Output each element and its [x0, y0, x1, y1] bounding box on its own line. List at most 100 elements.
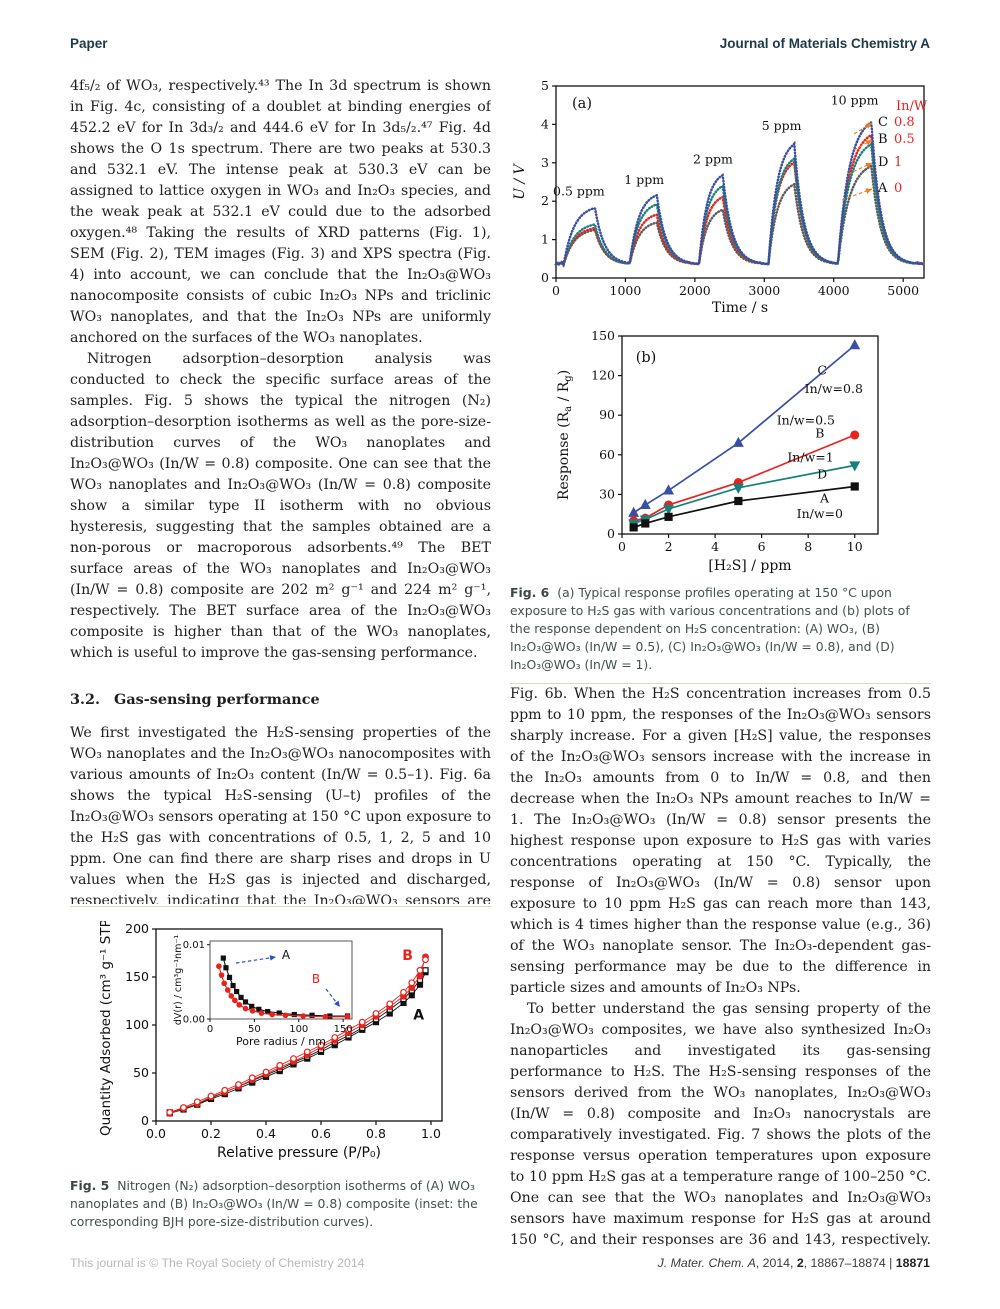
- svg-text:1000: 1000: [610, 283, 642, 298]
- svg-text:A: A: [819, 490, 830, 505]
- fig6-caption: Fig. 6 (a) Typical response profiles oper…: [510, 584, 931, 674]
- svg-text:0: 0: [552, 283, 560, 298]
- separator-rule: [70, 906, 491, 907]
- svg-text:0: 0: [894, 181, 902, 196]
- svg-text:dV(r) / cm³g⁻¹nm⁻¹: dV(r) / cm³g⁻¹nm⁻¹: [173, 935, 184, 1026]
- fig5-isotherm-chart: 0.0 0.2 0.4 0.6 0.8 1.0 0 50 100 150 200 Relative p…: [98, 921, 443, 1161]
- fig6a-response-profile-chart: 0 1000 2000 3000 4000 5000 0 1 2 3 4 5 Time / s U / V…: [512, 80, 928, 316]
- body-paragraph: Fig. 6b. When the H₂S concentration incr…: [510, 686, 931, 996]
- section-title: Gas-sensing performance: [114, 691, 320, 708]
- footer-pages: , 18867–18874 |: [803, 1256, 896, 1270]
- svg-text:120: 120: [591, 368, 615, 383]
- svg-text:0: 0: [141, 1113, 149, 1128]
- svg-text:150: 150: [125, 969, 149, 984]
- svg-text:0: 0: [541, 270, 549, 285]
- svg-text:30: 30: [599, 486, 615, 501]
- svg-text:10 ppm: 10 ppm: [831, 92, 879, 107]
- fig5-caption-text: Nitrogen (N₂) adsorption–desorption isot…: [70, 1178, 478, 1229]
- section-heading: 3.2. Gas-sensing performance: [70, 689, 491, 710]
- figure-5: 0.0 0.2 0.4 0.6 0.8 1.0 0 50 100 150 200 Relative p…: [70, 906, 491, 1231]
- footer-volume: 2: [796, 1256, 804, 1270]
- footer-citation: J. Mater. Chem. A, 2014, 2, 18867–18874 …: [658, 1256, 930, 1270]
- svg-text:4: 4: [711, 539, 719, 554]
- svg-text:50: 50: [248, 1024, 261, 1035]
- svg-text:Response (Ra​ / Rg​): Response (Ra​ / Rg​): [556, 370, 574, 500]
- svg-text:150: 150: [334, 1024, 353, 1035]
- fig5-caption-label: Fig. 5: [70, 1178, 110, 1193]
- svg-text:Relative pressure (P/P₀): Relative pressure (P/P₀): [217, 1145, 381, 1161]
- right-column: Fig. 6b. When the H₂S concentration incr…: [510, 684, 931, 1246]
- svg-text:50: 50: [133, 1065, 149, 1080]
- svg-text:100: 100: [289, 1024, 308, 1035]
- svg-text:5: 5: [541, 80, 549, 93]
- body-paragraph: To better understand the gas sensing pro…: [510, 1001, 931, 1246]
- svg-text:0.0: 0.0: [146, 1126, 166, 1141]
- svg-text:C: C: [817, 362, 827, 377]
- svg-text:A: A: [282, 948, 291, 962]
- svg-text:1.0: 1.0: [421, 1126, 441, 1141]
- svg-text:[H₂S] / ppm: [H₂S] / ppm: [708, 558, 791, 574]
- left-column: 4f₅/₂ of WO₃, respectively.⁴³ The In 3d …: [70, 76, 491, 904]
- svg-text:1: 1: [894, 155, 902, 170]
- svg-text:D: D: [878, 155, 888, 170]
- body-paragraph: 4f₅/₂ of WO₃, respectively.⁴³ The In 3d …: [70, 78, 491, 346]
- svg-text:0.8: 0.8: [366, 1126, 386, 1141]
- svg-text:8: 8: [804, 539, 812, 554]
- svg-text:B: B: [878, 132, 888, 147]
- header-journal-title: Journal of Materials Chemistry A: [719, 36, 930, 51]
- svg-text:Quantity Adsorbed (cm³ g⁻¹ STP: Quantity Adsorbed (cm³ g⁻¹ STP): [98, 921, 114, 1136]
- svg-text:0.6: 0.6: [311, 1126, 331, 1141]
- svg-text:0.5 ppm: 0.5 ppm: [553, 183, 605, 198]
- svg-text:Pore radius / nm: Pore radius / nm: [236, 1035, 326, 1048]
- svg-text:0: 0: [618, 539, 626, 554]
- section-number: 3.2.: [70, 691, 101, 708]
- svg-text:0.8: 0.8: [894, 115, 915, 130]
- svg-text:2 ppm: 2 ppm: [693, 152, 733, 167]
- svg-text:150: 150: [591, 328, 615, 343]
- svg-text:0.00: 0.00: [183, 1015, 205, 1026]
- svg-text:4000: 4000: [818, 283, 850, 298]
- svg-text:6: 6: [758, 539, 766, 554]
- svg-text:4: 4: [541, 116, 549, 131]
- page-footer: This journal is © The Royal Society of C…: [70, 1256, 930, 1270]
- footer-year: , 2014,: [755, 1256, 797, 1270]
- svg-text:10: 10: [847, 539, 863, 554]
- header-article-type: Paper: [70, 36, 108, 51]
- svg-text:0: 0: [607, 526, 615, 541]
- svg-text:B: B: [312, 972, 320, 986]
- svg-text:5000: 5000: [887, 283, 919, 298]
- footer-journal-abbrev: J. Mater. Chem. A: [657, 1256, 756, 1270]
- svg-text:A: A: [413, 1007, 424, 1023]
- svg-text:2: 2: [665, 539, 673, 554]
- svg-text:U / V: U / V: [512, 162, 528, 199]
- fig6b-response-concentration-chart: 0 2 4 6 8 10 0 30 60 90 120 150 [H₂S] / ppm Response …: [556, 328, 879, 574]
- body-paragraph: Nitrogen adsorption–desorption analysis …: [70, 351, 491, 661]
- svg-text:1: 1: [541, 232, 549, 247]
- svg-text:In/w=0.5: In/w=0.5: [777, 412, 835, 427]
- svg-text:90: 90: [599, 407, 615, 422]
- svg-text:3: 3: [541, 155, 549, 170]
- svg-text:A: A: [877, 181, 888, 196]
- svg-text:B: B: [815, 426, 824, 441]
- svg-text:0.01: 0.01: [183, 940, 205, 951]
- svg-text:5 ppm: 5 ppm: [762, 118, 802, 133]
- svg-text:0.4: 0.4: [256, 1126, 276, 1141]
- svg-text:0.2: 0.2: [201, 1126, 221, 1141]
- fig5-caption: Fig. 5 Nitrogen (N₂) adsorption–desorptio…: [70, 1177, 491, 1231]
- svg-text:2: 2: [541, 193, 549, 208]
- svg-text:In/w=0.8: In/w=0.8: [805, 381, 863, 396]
- body-paragraph: We first investigated the H₂S-sensing pr…: [70, 725, 491, 904]
- svg-text:3000: 3000: [748, 283, 780, 298]
- separator-rule: [510, 683, 931, 684]
- svg-text:200: 200: [125, 921, 149, 936]
- svg-text:In/W: In/W: [896, 99, 928, 114]
- svg-text:100: 100: [125, 1017, 149, 1032]
- svg-text:Time / s: Time / s: [712, 300, 768, 316]
- fig6-caption-text: (a) Typical response profiles operating …: [510, 585, 910, 672]
- svg-text:0: 0: [207, 1024, 213, 1035]
- footer-copyright: This journal is © The Royal Society of C…: [70, 1256, 365, 1270]
- svg-text:(a): (a): [572, 96, 592, 112]
- svg-text:60: 60: [599, 447, 615, 462]
- page-header: Paper Journal of Materials Chemistry A: [70, 36, 930, 51]
